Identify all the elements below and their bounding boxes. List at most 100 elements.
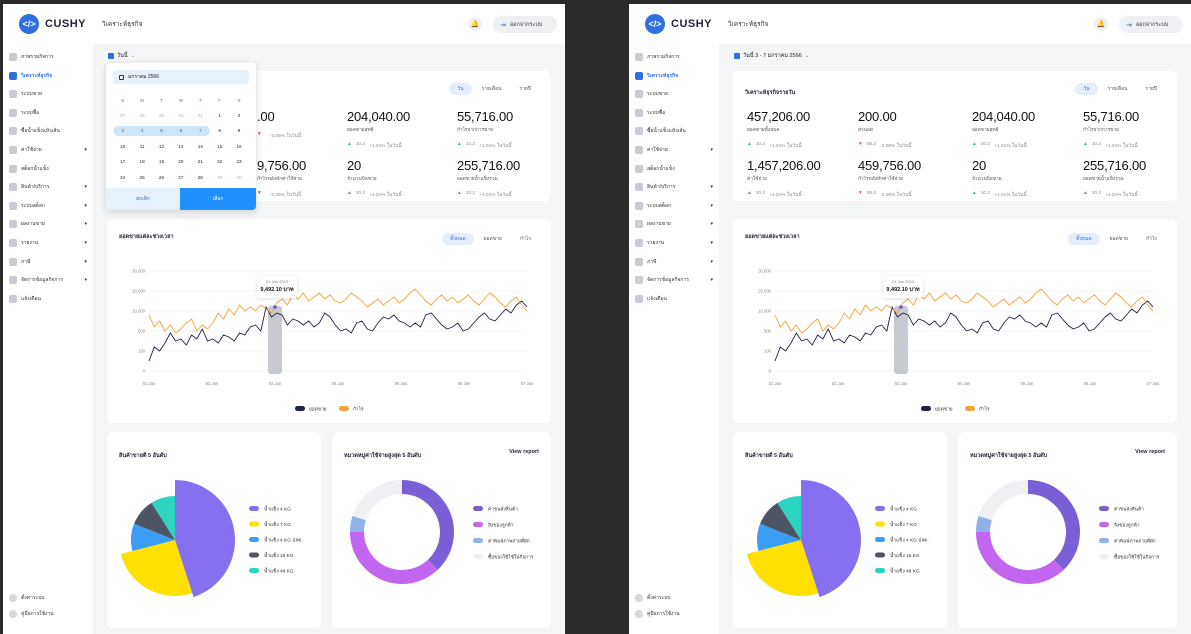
tab-year[interactable]: รายปี (519, 86, 531, 92)
pie-slice-1[interactable] (746, 540, 819, 596)
calendar-day[interactable]: 7 (190, 126, 210, 137)
logout-button[interactable]: ⇥ ออกจากระบบ (1119, 16, 1183, 33)
calendar-day[interactable]: 4 (132, 126, 152, 137)
calendar-day[interactable]: 17 (120, 159, 126, 165)
calendar-day[interactable]: 27 (120, 113, 126, 119)
tab-profit[interactable]: กำไร (519, 236, 531, 242)
calendar-day[interactable]: 18 (139, 159, 145, 165)
calendar-day[interactable]: 15 (217, 143, 223, 149)
sidebar-item-3[interactable]: ระบบซื้อ (635, 107, 715, 119)
sidebar-item-1[interactable]: วิเคราะห์ธุรกิจ (9, 70, 89, 82)
calendar-day[interactable]: 2 (237, 113, 241, 119)
tab-profit[interactable]: กำไร (1145, 236, 1157, 242)
sidebar-item-8[interactable]: ระบบสต็อก ▾ (9, 200, 89, 212)
sidebar-item-9[interactable]: ผลงานขาย ▾ (9, 218, 89, 230)
date-range-selector[interactable]: วันนี้ ⌄ (108, 52, 135, 60)
sidebar-item-12[interactable]: จัดการข้อมูลกิจการ ▾ (9, 274, 89, 286)
calendar-day[interactable]: 20 (178, 159, 184, 165)
donut-slice-1[interactable] (976, 532, 1064, 584)
sidebar-item-0[interactable]: ภาพรวมกิจการ (9, 51, 89, 63)
sidebar-item-10[interactable]: รายงาน ▾ (635, 237, 715, 249)
calendar-day[interactable]: 13 (178, 143, 184, 149)
sidebar-footer-item-0[interactable]: ตั้งค่าระบบ (9, 592, 89, 604)
calendar-day[interactable]: 28 (139, 113, 145, 119)
tab-day[interactable]: วัน (449, 83, 472, 95)
calendar-day[interactable]: 9 (237, 128, 241, 134)
sidebar-item-5[interactable]: ค่าใช้จ่าย ▾ (9, 144, 89, 156)
donut-slice-3[interactable] (978, 480, 1028, 521)
sidebar-item-10[interactable]: รายงาน ▾ (9, 237, 89, 249)
pie-slice-2[interactable] (757, 523, 801, 551)
view-report-link[interactable]: View report (1135, 449, 1165, 455)
sidebar-item-2[interactable]: ระบบขาย (9, 88, 89, 100)
sidebar-item-11[interactable]: ภาษี ▾ (635, 256, 715, 268)
calendar-day[interactable]: 8 (218, 128, 221, 134)
sidebar-item-7[interactable]: สินค้า/บริการ ▾ (635, 181, 715, 193)
bell-icon[interactable]: 🔔 (468, 17, 482, 31)
sidebar-item-0[interactable]: ภาพรวมกิจการ (635, 51, 715, 63)
sidebar-item-12[interactable]: จัดการข้อมูลกิจการ ▾ (635, 274, 715, 286)
tab-day[interactable]: วัน (1075, 83, 1098, 95)
sidebar-item-13[interactable]: แจ้งเตือน (635, 293, 715, 305)
donut-slice-0[interactable] (1028, 480, 1080, 570)
calendar-day[interactable]: 3 (113, 126, 133, 137)
tab-sales[interactable]: ยอดขาย (483, 236, 502, 242)
bell-icon[interactable]: 🔔 (1094, 17, 1108, 31)
pie-slice-1[interactable] (120, 540, 193, 596)
calendar-day[interactable]: 10 (120, 143, 126, 149)
pie-slice-2[interactable] (131, 523, 175, 551)
calendar-day[interactable]: 30 (178, 113, 184, 119)
sidebar-item-4[interactable]: ซื้อน้ำแข็งแห้งเส้น (635, 125, 715, 137)
calendar-day[interactable]: 1 (218, 113, 221, 119)
view-report-link[interactable]: View report (509, 449, 539, 455)
tab-all[interactable]: ทั้งหมด (1068, 233, 1100, 245)
pie-slice-3[interactable] (134, 502, 175, 540)
tab-month[interactable]: รายเดือน (1107, 86, 1128, 92)
calendar-day[interactable]: 11 (139, 143, 145, 149)
app-logo[interactable]: </> CUSHY (19, 14, 86, 34)
sidebar-item-7[interactable]: สินค้า/บริการ ▾ (9, 181, 89, 193)
sidebar-item-6[interactable]: สต็อกน้ำแข็ง (635, 163, 715, 175)
calendar-day[interactable]: 16 (236, 143, 242, 149)
sidebar-item-2[interactable]: ระบบขาย (635, 88, 715, 100)
calendar-day[interactable]: 21 (197, 159, 203, 165)
calendar-day[interactable]: 5 (151, 126, 172, 137)
sidebar-item-9[interactable]: ผลงานขาย ▾ (635, 218, 715, 230)
month-selector[interactable]: มกราคม 2566 (113, 70, 249, 84)
calendar-day[interactable]: 29 (158, 113, 165, 119)
calendar-day[interactable]: 19 (158, 159, 165, 165)
calendar-day[interactable]: 28 (197, 174, 203, 180)
pie-slice-4[interactable] (777, 496, 801, 540)
donut-slice-1[interactable] (350, 532, 438, 584)
date-range-selector[interactable]: วันนี้ 3 - 7 มกราคม 2566 ⌄ (734, 52, 809, 60)
sidebar-item-4[interactable]: ซื้อน้ำแข็งแห้งเส้น (9, 125, 89, 137)
calendar-day[interactable]: 25 (139, 174, 145, 180)
pie-slice-0[interactable] (175, 480, 236, 598)
app-logo[interactable]: </> CUSHY (645, 14, 712, 34)
calendar-day[interactable]: 22 (217, 159, 223, 165)
calendar-day[interactable]: 30 (236, 174, 242, 180)
donut-slice-0[interactable] (402, 480, 454, 570)
confirm-button[interactable]: เลือก (180, 188, 256, 210)
tab-sales[interactable]: ยอดขาย (1109, 236, 1128, 242)
calendar-day[interactable]: 23 (236, 159, 242, 165)
sidebar-item-3[interactable]: ระบบซื้อ (9, 107, 89, 119)
calendar-day[interactable]: 14 (197, 143, 203, 149)
calendar-day[interactable]: 31 (197, 113, 203, 119)
sidebar-item-6[interactable]: สต็อกน้ำแข็ง (9, 163, 89, 175)
sidebar-item-1[interactable]: วิเคราะห์ธุรกิจ (635, 70, 715, 82)
sidebar-item-5[interactable]: ค่าใช้จ่าย ▾ (635, 144, 715, 156)
calendar-day[interactable]: 12 (158, 143, 165, 149)
cancel-button[interactable]: ยกเลิก (106, 188, 180, 210)
calendar-day[interactable]: 6 (171, 126, 191, 137)
sidebar-item-8[interactable]: ระบบสต็อก ▾ (635, 200, 715, 212)
sidebar-footer-item-1[interactable]: คู่มือการใช้งาน (635, 608, 715, 620)
pie-slice-0[interactable] (801, 480, 861, 598)
donut-slice-2[interactable] (976, 515, 992, 532)
tab-all[interactable]: ทั้งหมด (442, 233, 474, 245)
donut-slice-3[interactable] (352, 480, 402, 521)
sidebar-item-13[interactable]: แจ้งเตือน (9, 293, 89, 305)
calendar-day[interactable]: 27 (178, 174, 184, 180)
logout-button[interactable]: ⇥ ออกจากระบบ (493, 16, 557, 33)
sidebar-footer-item-0[interactable]: ตั้งค่าระบบ (635, 592, 715, 604)
